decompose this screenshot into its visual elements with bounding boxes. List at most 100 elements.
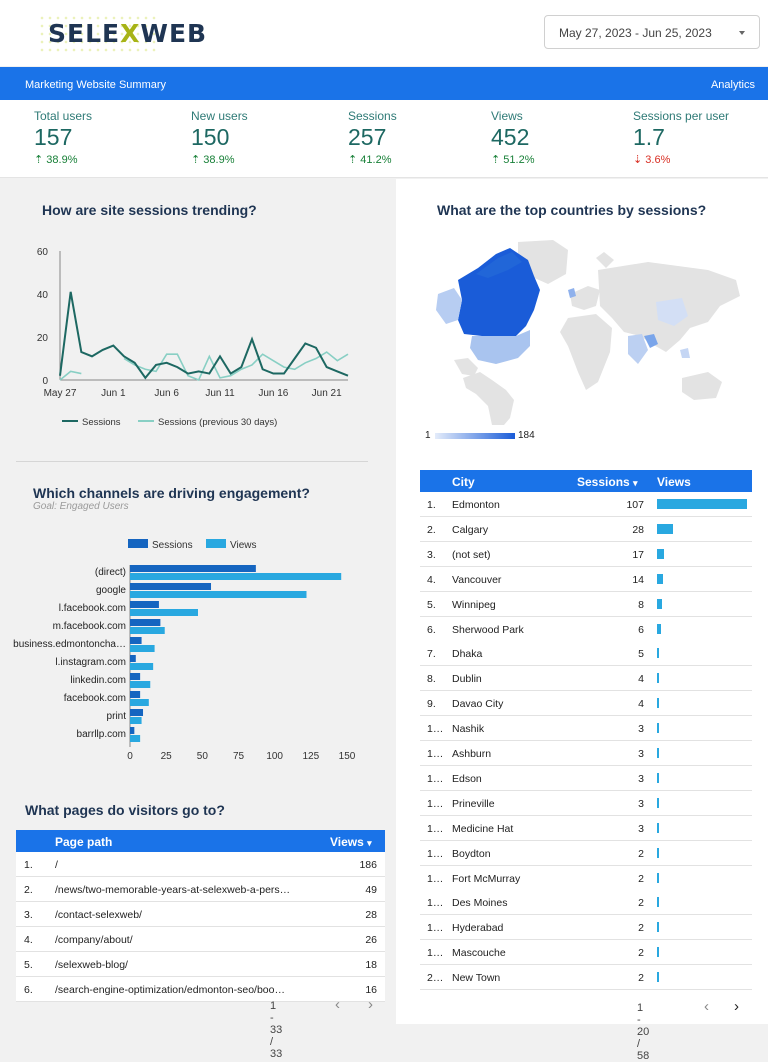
table-row[interactable]: 1. / 186 — [16, 852, 385, 877]
world-geo-map[interactable] — [418, 240, 758, 425]
row-sessions: 17 — [632, 549, 644, 561]
kpi-views[interactable]: Views 452 ⇡ 51.2% — [491, 109, 631, 166]
table-row[interactable]: 2. /news/two-memorable-years-at-selexweb… — [16, 877, 385, 902]
bar-sessions — [130, 655, 136, 662]
kpi-new-users[interactable]: New users 150 ⇡ 38.9% — [191, 109, 331, 166]
map-africa — [560, 314, 612, 390]
date-range-selector[interactable]: May 27, 2023 - Jun 25, 2023 — [544, 15, 760, 49]
selexweb-logo[interactable]: SELEXWEB — [38, 10, 260, 56]
table-row[interactable]: 5. Winnipeg 8 — [420, 592, 752, 617]
row-sessions: 2 — [638, 972, 644, 984]
row-index: 6. — [24, 984, 33, 996]
legend-label: Sessions — [82, 417, 121, 428]
table-row[interactable]: 1… Ashburn 3 — [420, 741, 752, 766]
x-tick-label: 100 — [266, 751, 283, 762]
row-index: 5. — [24, 959, 33, 971]
kpi-label: Total users — [34, 109, 174, 123]
chevron-right-icon[interactable]: › — [368, 996, 373, 1013]
bar-sessions — [130, 583, 211, 590]
chevron-left-icon[interactable]: ‹ — [704, 998, 709, 1015]
row-index: 1… — [427, 897, 443, 909]
row-sessions: 3 — [638, 823, 644, 835]
table-row[interactable]: 1… Nashik 3 — [420, 716, 752, 741]
map-central-america — [454, 358, 478, 376]
legend-swatch — [128, 539, 148, 548]
kpi-sessions-per-user[interactable]: Sessions per user 1.7 ⇣ 3.6% — [633, 109, 768, 166]
category-label: m.facebook.com — [53, 621, 126, 632]
row-sessions: 14 — [632, 574, 644, 586]
col-sessions[interactable]: Sessions ▾ — [577, 475, 638, 489]
row-index: 1… — [427, 748, 443, 760]
views-bar — [657, 873, 659, 883]
col-views[interactable]: Views ▾ — [330, 835, 372, 849]
row-index: 4. — [427, 574, 436, 586]
kpi-change: ⇡ 41.2% — [348, 153, 488, 166]
x-tick-label: 75 — [233, 751, 245, 762]
bar-sessions — [130, 565, 256, 572]
col-views[interactable]: Views — [657, 475, 691, 489]
table-row[interactable]: 2… New Town 2 — [420, 965, 752, 990]
table-row[interactable]: 1. Edmonton 107 — [420, 492, 752, 517]
x-tick-label: 50 — [197, 751, 209, 762]
bar-views — [130, 627, 165, 634]
col-city[interactable]: City — [452, 475, 475, 489]
bar-sessions — [130, 637, 142, 644]
category-label: business.edmontoncha… — [13, 639, 126, 650]
x-tick-label: Jun 21 — [312, 388, 342, 399]
table-row[interactable]: 5. /selexweb-blog/ 18 — [16, 952, 385, 977]
sort-desc-icon: ▾ — [367, 838, 372, 848]
table-row[interactable]: 3. /contact-selexweb/ 28 — [16, 902, 385, 927]
row-page-path: /contact-selexweb/ — [55, 909, 142, 921]
arrow-up-icon: ⇡ — [348, 154, 357, 166]
series-line-0 — [60, 292, 348, 378]
chevron-down-icon — [739, 31, 745, 35]
y-tick-label: 0 — [42, 376, 48, 387]
table-row[interactable]: 8. Dublin 4 — [420, 666, 752, 691]
table-row[interactable]: 1… Des Moines 2 — [420, 890, 752, 915]
kpi-total-users[interactable]: Total users 157 ⇡ 38.9% — [34, 109, 174, 166]
chevron-right-icon[interactable]: › — [734, 998, 739, 1015]
views-bar — [657, 723, 659, 733]
row-index: 1. — [24, 859, 33, 871]
row-city: Vancouver — [452, 574, 501, 586]
y-tick-label: 40 — [37, 290, 49, 301]
map-legend-gradient — [435, 433, 515, 439]
table-row[interactable]: 7. Dhaka 5 — [420, 641, 752, 666]
y-tick-label: 20 — [37, 333, 49, 344]
table-row[interactable]: 6. /search-engine-optimization/edmonton-… — [16, 977, 385, 1002]
table-row[interactable]: 4. /company/about/ 26 — [16, 927, 385, 952]
table-row[interactable]: 6. Sherwood Park 6 — [420, 617, 752, 642]
cities-pagination: 1 - 20 / 58 — [637, 1002, 649, 1062]
views-bar — [657, 524, 673, 534]
table-row[interactable]: 2. Calgary 28 — [420, 517, 752, 542]
views-bar — [657, 574, 663, 584]
row-sessions: 28 — [632, 524, 644, 536]
table-row[interactable]: 9. Davao City 4 — [420, 691, 752, 716]
kpi-change: ⇣ 3.6% — [633, 153, 768, 166]
table-row[interactable]: 4. Vancouver 14 — [420, 567, 752, 592]
bar-sessions — [130, 619, 160, 626]
row-sessions: 2 — [638, 873, 644, 885]
row-index: 1… — [427, 773, 443, 785]
table-row[interactable]: 1… Boydton 2 — [420, 841, 752, 866]
bar-views — [130, 591, 306, 598]
legend-label: Sessions (previous 30 days) — [158, 417, 277, 428]
chevron-left-icon[interactable]: ‹ — [335, 996, 340, 1013]
row-city: Sherwood Park — [452, 624, 524, 636]
table-row[interactable]: 1… Mascouche 2 — [420, 940, 752, 965]
table-row[interactable]: 1… Prineville 3 — [420, 791, 752, 816]
table-row[interactable]: 3. (not set) 17 — [420, 542, 752, 567]
table-row[interactable]: 1… Medicine Hat 3 — [420, 816, 752, 841]
table-row[interactable]: 1… Fort McMurray 2 — [420, 866, 752, 891]
kpi-sessions[interactable]: Sessions 257 ⇡ 41.2% — [348, 109, 488, 166]
bar-views — [130, 645, 155, 652]
row-index: 1… — [427, 947, 443, 959]
views-bar — [657, 972, 659, 982]
col-page-path[interactable]: Page path — [55, 835, 112, 849]
table-row[interactable]: 1… Hyderabad 2 — [420, 915, 752, 940]
map-alaska — [436, 288, 462, 324]
table-row[interactable]: 1… Edson 3 — [420, 766, 752, 791]
row-views: 16 — [365, 984, 377, 996]
